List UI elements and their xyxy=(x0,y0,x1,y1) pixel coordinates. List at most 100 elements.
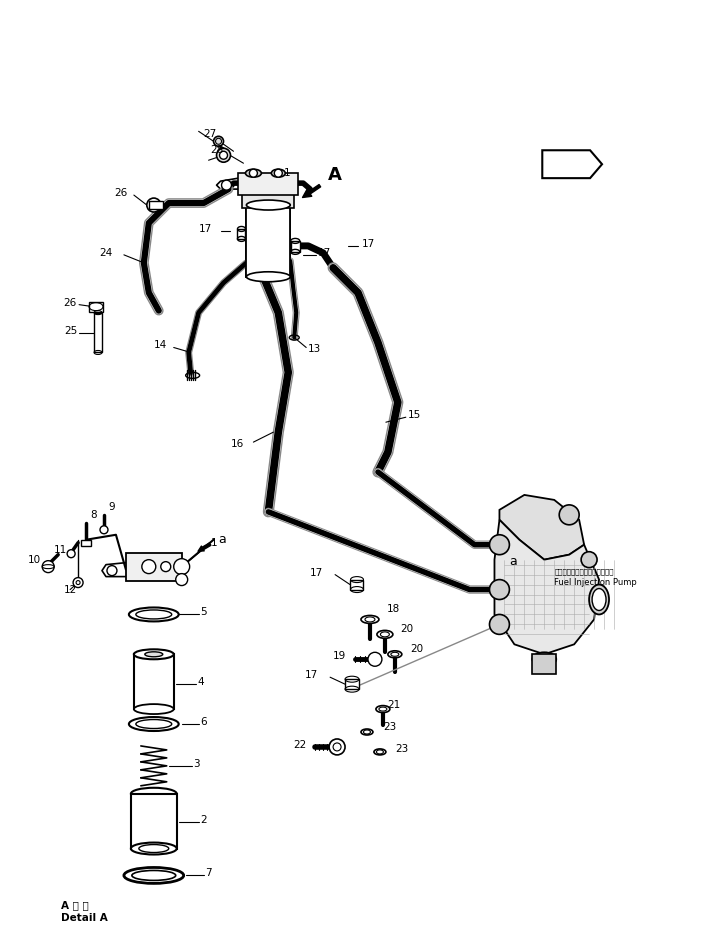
Text: 18: 18 xyxy=(387,604,400,615)
Text: 6: 6 xyxy=(200,717,207,727)
Bar xyxy=(345,679,359,689)
Ellipse shape xyxy=(379,707,387,711)
Ellipse shape xyxy=(361,616,379,623)
Text: a: a xyxy=(218,533,226,546)
Circle shape xyxy=(274,170,282,177)
Ellipse shape xyxy=(365,616,375,622)
Ellipse shape xyxy=(134,705,174,714)
Circle shape xyxy=(581,552,597,567)
Bar xyxy=(532,654,556,674)
Circle shape xyxy=(216,149,231,162)
Ellipse shape xyxy=(129,717,179,731)
Bar xyxy=(126,553,182,581)
Bar xyxy=(149,201,163,209)
Circle shape xyxy=(142,560,156,574)
Bar xyxy=(291,241,300,252)
Text: 4: 4 xyxy=(198,677,204,688)
Bar xyxy=(134,654,174,709)
Text: 27: 27 xyxy=(203,130,217,139)
Text: 25: 25 xyxy=(64,326,77,335)
Circle shape xyxy=(161,562,170,572)
Circle shape xyxy=(490,615,509,634)
Text: 12: 12 xyxy=(64,584,77,595)
Ellipse shape xyxy=(376,706,390,712)
Text: A: A xyxy=(328,166,342,184)
Text: 19: 19 xyxy=(333,652,347,661)
Text: 21: 21 xyxy=(387,700,400,710)
Text: 17: 17 xyxy=(318,248,332,258)
Ellipse shape xyxy=(129,607,179,621)
Text: 3: 3 xyxy=(193,759,200,769)
Ellipse shape xyxy=(388,651,402,658)
Ellipse shape xyxy=(361,729,373,735)
Bar xyxy=(94,313,102,352)
Circle shape xyxy=(249,170,257,177)
Circle shape xyxy=(67,549,75,558)
Text: 9: 9 xyxy=(108,502,115,512)
Ellipse shape xyxy=(145,652,163,657)
Bar xyxy=(81,540,91,545)
Circle shape xyxy=(100,526,108,534)
Polygon shape xyxy=(542,151,602,178)
Circle shape xyxy=(490,580,509,599)
Text: FWD: FWD xyxy=(547,158,580,170)
Ellipse shape xyxy=(131,843,177,854)
Text: 16: 16 xyxy=(231,439,243,449)
Ellipse shape xyxy=(132,870,175,881)
Polygon shape xyxy=(500,495,584,560)
Ellipse shape xyxy=(271,170,285,177)
Bar xyxy=(238,229,246,239)
Text: 23: 23 xyxy=(395,744,408,754)
Text: 5: 5 xyxy=(200,607,207,617)
Ellipse shape xyxy=(246,170,261,177)
Circle shape xyxy=(174,559,190,575)
Ellipse shape xyxy=(124,867,184,884)
Text: 20: 20 xyxy=(400,624,413,634)
Text: a: a xyxy=(509,555,517,568)
Text: 17: 17 xyxy=(198,223,212,234)
Ellipse shape xyxy=(391,652,399,656)
Ellipse shape xyxy=(364,730,370,734)
Ellipse shape xyxy=(246,200,290,210)
Text: 17: 17 xyxy=(310,567,324,578)
Ellipse shape xyxy=(377,631,393,638)
Polygon shape xyxy=(495,520,599,654)
Ellipse shape xyxy=(139,845,169,852)
Ellipse shape xyxy=(136,610,172,619)
Text: 20: 20 xyxy=(410,644,423,654)
Text: A 詳 細: A 詳 細 xyxy=(61,901,89,910)
Text: 1: 1 xyxy=(211,538,217,547)
Ellipse shape xyxy=(134,650,174,659)
Text: 14: 14 xyxy=(154,341,167,350)
Circle shape xyxy=(107,565,117,576)
Circle shape xyxy=(368,652,382,667)
Text: 13: 13 xyxy=(308,345,321,354)
Bar xyxy=(131,794,177,849)
Text: 17: 17 xyxy=(362,239,375,249)
Circle shape xyxy=(73,578,83,587)
Text: 23: 23 xyxy=(383,722,396,732)
Circle shape xyxy=(490,535,509,555)
Text: 24: 24 xyxy=(99,248,112,258)
Ellipse shape xyxy=(377,750,383,754)
Circle shape xyxy=(175,574,188,585)
Text: 7: 7 xyxy=(205,868,212,879)
Text: フェルインジェクションポンプ: フェルインジェクションポンプ xyxy=(554,568,614,575)
Text: 8: 8 xyxy=(90,509,97,520)
Circle shape xyxy=(42,561,54,573)
Ellipse shape xyxy=(589,584,609,615)
Text: 2: 2 xyxy=(200,814,207,825)
Text: 28: 28 xyxy=(211,145,224,155)
Ellipse shape xyxy=(532,652,556,667)
Circle shape xyxy=(76,581,80,584)
Circle shape xyxy=(221,180,231,190)
Text: 22: 22 xyxy=(294,740,306,750)
Circle shape xyxy=(329,739,345,755)
Ellipse shape xyxy=(131,788,177,799)
Circle shape xyxy=(559,505,579,525)
Bar xyxy=(243,193,294,208)
Circle shape xyxy=(213,136,223,146)
Bar xyxy=(246,205,290,277)
Circle shape xyxy=(147,198,161,212)
Bar xyxy=(350,580,363,590)
